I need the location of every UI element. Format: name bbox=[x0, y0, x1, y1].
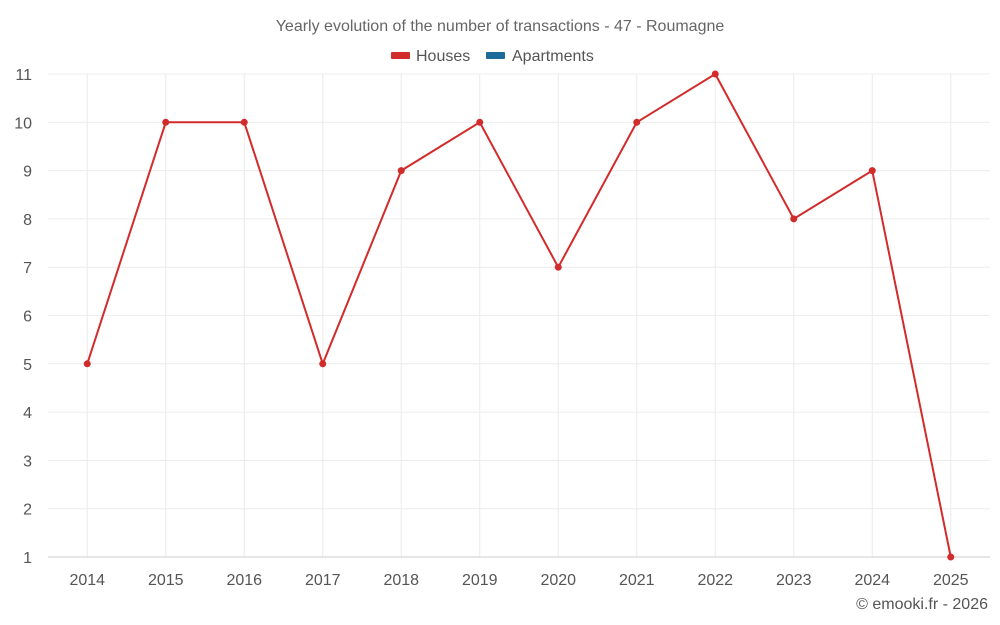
x-tick-label: 2019 bbox=[462, 572, 498, 589]
legend-item-houses[interactable]: Houses bbox=[391, 48, 470, 65]
y-tick-label: 6 bbox=[23, 309, 32, 326]
chart-title: Yearly evolution of the number of transa… bbox=[276, 18, 725, 35]
data-point-houses-2022[interactable] bbox=[711, 70, 719, 78]
data-point-houses-2023[interactable] bbox=[790, 215, 798, 223]
y-tick-label: 8 bbox=[23, 212, 32, 229]
data-point-houses-2017[interactable] bbox=[319, 360, 327, 368]
series bbox=[83, 70, 955, 561]
series-line-houses bbox=[86, 72, 952, 558]
data-point-houses-2018[interactable] bbox=[397, 167, 405, 175]
x-tick-label: 2020 bbox=[540, 572, 576, 589]
legend-swatch-houses bbox=[391, 52, 410, 59]
x-tick-label: 2024 bbox=[854, 572, 890, 589]
legend-label-apartments: Apartments bbox=[512, 48, 594, 65]
y-tick-label: 10 bbox=[14, 115, 32, 132]
y-tick-label: 2 bbox=[23, 502, 32, 519]
legend-item-apartments[interactable]: Apartments bbox=[486, 48, 594, 65]
data-point-houses-2024[interactable] bbox=[868, 167, 876, 175]
x-tick-label: 2023 bbox=[776, 572, 812, 589]
data-point-houses-2021[interactable] bbox=[633, 118, 641, 126]
y-tick-label: 1 bbox=[23, 550, 32, 567]
data-point-houses-2014[interactable] bbox=[83, 360, 91, 368]
legend-swatch-apartments bbox=[486, 52, 505, 59]
x-axis-ticks: 2014 2015 2016 2017 2018 2019 2020 2021 2022 2023… bbox=[69, 572, 968, 589]
x-tick-label: 2017 bbox=[305, 572, 341, 589]
y-tick-label: 3 bbox=[23, 453, 32, 470]
legend-label-houses: Houses bbox=[416, 48, 470, 65]
legend: Houses Apartments bbox=[391, 48, 594, 65]
y-tick-label: 11 bbox=[15, 67, 32, 84]
x-tick-label: 2014 bbox=[69, 572, 105, 589]
y-axis-ticks: 1 2 3 4 5 6 7 8 9 10 11 bbox=[14, 67, 32, 567]
data-point-houses-2016[interactable] bbox=[240, 118, 248, 126]
x-tick-label: 2025 bbox=[933, 572, 969, 589]
gridlines bbox=[48, 73, 990, 557]
x-tick-label: 2022 bbox=[697, 572, 733, 589]
data-point-houses-2020[interactable] bbox=[554, 263, 562, 271]
credit-text: © emooki.fr - 2026 bbox=[856, 596, 988, 613]
data-point-houses-2019[interactable] bbox=[476, 118, 484, 126]
y-tick-label: 4 bbox=[23, 405, 32, 422]
y-tick-label: 5 bbox=[23, 357, 32, 374]
x-tick-label: 2021 bbox=[619, 572, 655, 589]
x-tick-label: 2015 bbox=[148, 572, 184, 589]
x-tick-label: 2016 bbox=[226, 572, 262, 589]
data-point-houses-2015[interactable] bbox=[162, 118, 170, 126]
y-tick-label: 7 bbox=[23, 260, 32, 277]
data-point-houses-2025[interactable] bbox=[947, 553, 955, 561]
y-tick-label: 9 bbox=[23, 164, 32, 181]
x-tick-label: 2018 bbox=[383, 572, 419, 589]
